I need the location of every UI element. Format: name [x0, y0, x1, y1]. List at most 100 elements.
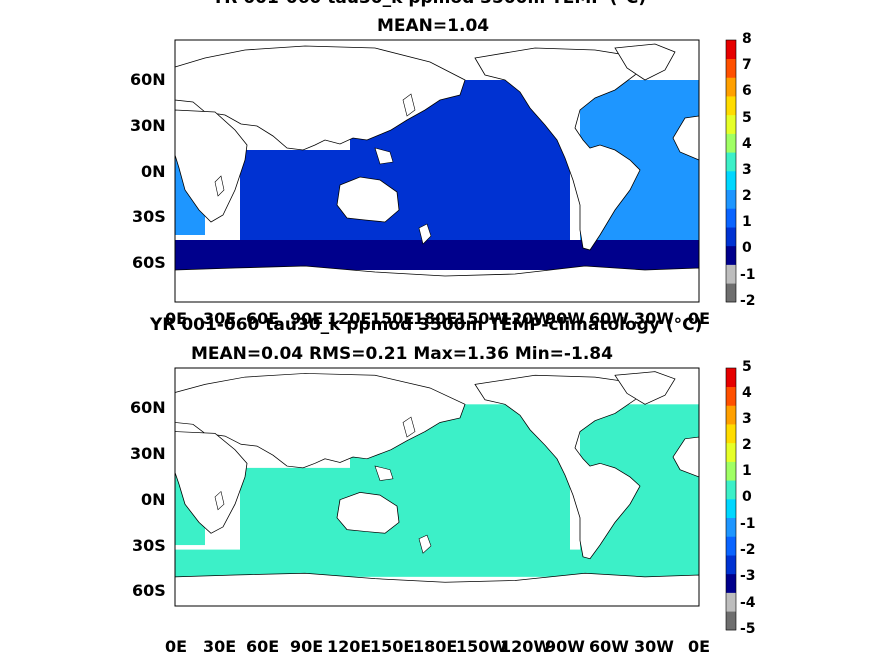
top-xtick-30e: 30E: [203, 309, 237, 328]
bottom-cbar-tick: 2: [742, 437, 752, 453]
top-cbar-tick: 2: [742, 188, 752, 204]
top-ytick-60s: 60S: [132, 253, 166, 272]
bottom-cbar-tick: 5: [742, 359, 752, 375]
colorbar-swatch: [726, 592, 736, 612]
colorbar-swatch: [726, 499, 736, 519]
colorbar-swatch: [726, 424, 736, 444]
colorbar-swatch: [726, 461, 736, 481]
colorbar-swatch: [726, 77, 736, 97]
colorbar-swatch: [726, 171, 736, 191]
bottom-cbar-tick: -5: [740, 621, 756, 637]
bottom-cbar-tick: -3: [740, 568, 756, 584]
bottom-ytick-60n: 60N: [130, 398, 166, 417]
bottom-colorbar: [725, 367, 737, 631]
bottom-ytick-0n: 0N: [141, 490, 166, 509]
colorbar-swatch: [726, 536, 736, 556]
top-xtick-60w: 60W: [589, 309, 629, 328]
colorbar-swatch: [726, 96, 736, 116]
colorbar-swatch: [726, 189, 736, 209]
bottom-xtick-60e: 60E: [246, 637, 280, 656]
top-region-southern: [175, 240, 699, 270]
colorbar-swatch: [726, 405, 736, 425]
colorbar-frame: [725, 39, 737, 303]
top-xtick-120w: 120W: [500, 309, 552, 328]
bottom-ytick-30n: 30N: [130, 444, 166, 463]
top-chart-subtitle: MEAN=1.04: [377, 16, 490, 36]
colorbar-swatch: [726, 517, 736, 537]
bottom-xtick-0e: 0E: [165, 637, 188, 656]
colorbar-swatch: [726, 208, 736, 228]
top-xtick-180e: 180E: [413, 309, 458, 328]
top-colorbar: [725, 39, 737, 303]
bottom-cbar-tick: 3: [742, 411, 752, 427]
bottom-cbar-tick: -1: [740, 516, 756, 532]
top-cbar-tick: 0: [742, 240, 752, 256]
top-xtick-0e: 0E: [165, 309, 188, 328]
bottom-xtick-60w: 60W: [589, 637, 629, 656]
top-xtick-30w: 30W: [634, 309, 674, 328]
top-ytick-30n: 30N: [130, 116, 166, 135]
colorbar-swatch: [726, 133, 736, 153]
top-cbar-tick: 6: [742, 83, 752, 99]
bottom-cbar-tick: -2: [740, 542, 756, 558]
colorbar-swatch: [726, 283, 736, 303]
top-xtick-90w: 90W: [545, 309, 585, 328]
bottom-xtick-150w: 150W: [456, 637, 508, 656]
colorbar-swatch: [726, 264, 736, 284]
top-xtick-150w: 150W: [456, 309, 508, 328]
colorbar-swatch: [726, 40, 736, 60]
bottom-region-indian: [240, 467, 350, 559]
top-ytick-30s: 30S: [132, 207, 166, 226]
top-cbar-tick: 7: [742, 57, 752, 73]
bottom-xtick-30e: 30E: [203, 637, 237, 656]
colorbar-frame: [725, 367, 737, 631]
top-map-frame: [174, 39, 700, 303]
top-ytick-0n: 0N: [141, 162, 166, 181]
bottom-cbar-tick: -4: [740, 595, 756, 611]
bottom-region-southern: [175, 549, 699, 577]
bottom-ytick-30s: 30S: [132, 536, 166, 555]
colorbar-swatch: [726, 245, 736, 265]
top-region-indian: [240, 150, 350, 250]
bottom-map-frame: [174, 367, 700, 607]
bottom-xtick-120w: 120W: [500, 637, 552, 656]
colorbar-swatch: [726, 152, 736, 172]
top-cbar-tick: 5: [742, 110, 752, 126]
top-xtick-60e: 60E: [246, 309, 280, 328]
top-xtick-90e: 90E: [290, 309, 324, 328]
bottom-xtick-90e: 90E: [290, 637, 324, 656]
bottom-chart-title: YR 001-060 tau30_k ppmod 3500m TEMP-clim…: [150, 315, 703, 335]
bottom-xtick-180e: 180E: [413, 637, 458, 656]
top-cbar-tick: 1: [742, 214, 752, 230]
bottom-cbar-tick: 0: [742, 489, 752, 505]
top-cbar-tick: 3: [742, 162, 752, 178]
top-map-panel: [174, 39, 700, 303]
colorbar-swatch: [726, 227, 736, 247]
bottom-cbar-tick: 1: [742, 463, 752, 479]
colorbar-swatch: [726, 114, 736, 134]
colorbar-swatch: [726, 442, 736, 462]
top-xtick-120e: 120E: [327, 309, 372, 328]
top-xtick-150e: 150E: [370, 309, 415, 328]
top-cbar-tick: -2: [740, 293, 756, 309]
bottom-xtick-90w: 90W: [545, 637, 585, 656]
bottom-ytick-60s: 60S: [132, 581, 166, 600]
top-xtick-0e-end: 0E: [688, 309, 711, 328]
bottom-xtick-0e-end: 0E: [688, 637, 711, 656]
colorbar-swatch: [726, 480, 736, 500]
top-cbar-tick: -1: [740, 267, 756, 283]
colorbar-swatch: [726, 368, 736, 388]
bottom-xtick-120e: 120E: [327, 637, 372, 656]
colorbar-swatch: [726, 386, 736, 406]
colorbar-swatch: [726, 555, 736, 575]
top-cbar-tick: 4: [742, 136, 752, 152]
top-chart-title: YR 001-060 tau30_k ppmod 3500m TEMP (°C): [212, 0, 646, 8]
colorbar-swatch: [726, 611, 736, 631]
bottom-cbar-tick: 4: [742, 385, 752, 401]
bottom-chart-subtitle: MEAN=0.04 RMS=0.21 Max=1.36 Min=-1.84: [191, 344, 613, 364]
bottom-xtick-150e: 150E: [370, 637, 415, 656]
bottom-map-panel: [174, 367, 700, 607]
colorbar-swatch: [726, 573, 736, 593]
top-ytick-60n: 60N: [130, 70, 166, 89]
